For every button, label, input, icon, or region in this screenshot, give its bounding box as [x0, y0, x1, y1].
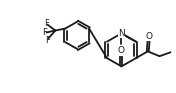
Text: O: O: [145, 32, 152, 41]
Text: F: F: [44, 19, 49, 28]
Text: F: F: [45, 36, 50, 45]
Text: F: F: [42, 28, 47, 37]
Text: O: O: [118, 46, 125, 55]
Text: N: N: [118, 29, 125, 38]
